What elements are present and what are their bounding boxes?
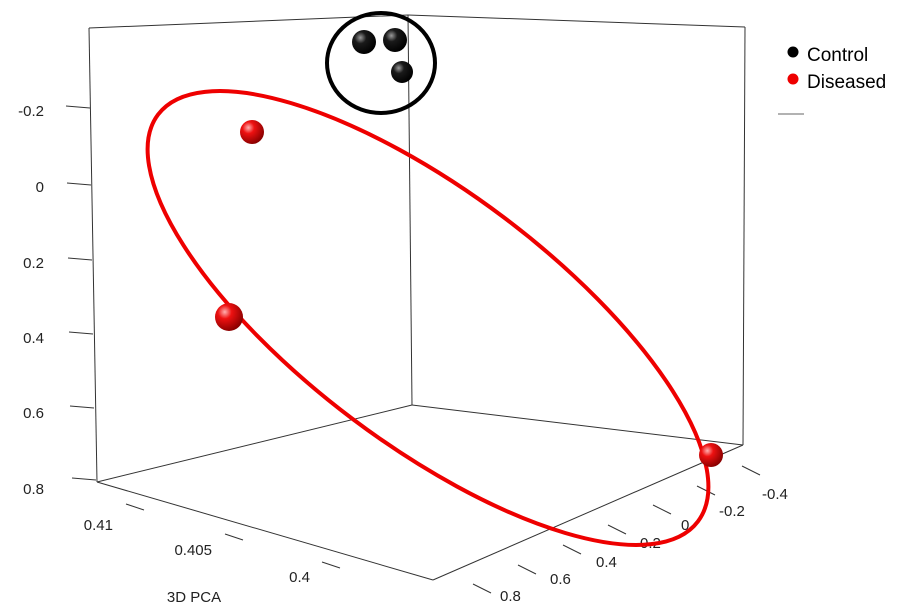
axis-title: 3D PCA — [167, 589, 221, 606]
ld-tick — [125, 503, 145, 511]
rd-tick-label: 0 — [681, 517, 689, 534]
v-tick — [67, 257, 93, 261]
floor-back-right-edge — [411, 404, 744, 446]
rd-tick — [472, 583, 492, 594]
rd-tick-label: 0.8 — [500, 588, 521, 605]
rd-tick-label: -0.2 — [719, 503, 745, 520]
v-tick — [65, 105, 91, 109]
v-tick-label: -0.2 — [18, 103, 44, 120]
v-tick-label: 0.2 — [23, 255, 44, 272]
left-depth-axis: 0.41 0.405 0.4 3D PCA — [84, 503, 341, 606]
rd-tick — [652, 504, 672, 515]
ld-tick-label: 0.41 — [84, 517, 113, 534]
right-depth-axis: -0.4 -0.2 0 0.2 0.4 0.6 0.8 — [472, 465, 788, 605]
control-cluster-ellipse — [325, 11, 437, 115]
floor-front-left-edge — [96, 481, 434, 581]
v-tick-label: 0 — [36, 179, 44, 196]
diseased-cluster-ellipse — [145, 89, 711, 547]
v-tick — [66, 182, 92, 186]
rd-tick — [607, 524, 627, 535]
points — [215, 28, 723, 467]
rd-tick — [517, 564, 537, 575]
diseased-point — [215, 303, 243, 331]
ld-tick — [321, 561, 341, 569]
control-point — [352, 30, 376, 54]
v-tick-label: 0.6 — [23, 405, 44, 422]
v-tick — [68, 331, 94, 335]
control-point — [383, 28, 407, 52]
legend-control-label: Control — [807, 45, 868, 66]
ld-tick — [224, 533, 244, 541]
top-right-edge — [407, 14, 746, 28]
rd-tick-label: -0.4 — [762, 486, 788, 503]
vertical-axis: -0.2 0 0.2 0.4 0.6 0.8 — [18, 103, 97, 498]
legend-diseased-marker — [787, 73, 799, 85]
back-right-edge — [742, 26, 746, 446]
v-tick-label: 0.4 — [23, 330, 44, 347]
v-tick — [71, 477, 97, 481]
v-tick-label: 0.8 — [23, 481, 44, 498]
rd-tick-label: 0.6 — [550, 571, 571, 588]
ld-tick-label: 0.4 — [289, 569, 310, 586]
rd-tick — [741, 465, 761, 476]
rd-tick-label: 0.4 — [596, 554, 617, 571]
legend: Control Diseased — [778, 45, 886, 115]
control-point — [391, 61, 413, 83]
ld-tick-label: 0.405 — [174, 542, 212, 559]
floor-front-right-edge — [432, 444, 744, 581]
rd-tick — [696, 485, 716, 496]
back-left-edge — [88, 27, 98, 483]
floor-back-left-edge — [96, 404, 413, 483]
rd-tick — [562, 544, 582, 555]
diseased-point — [240, 120, 264, 144]
legend-diseased-label: Diseased — [807, 72, 886, 93]
diseased-point — [699, 443, 723, 467]
legend-control-marker — [787, 46, 799, 58]
v-tick — [69, 405, 95, 409]
